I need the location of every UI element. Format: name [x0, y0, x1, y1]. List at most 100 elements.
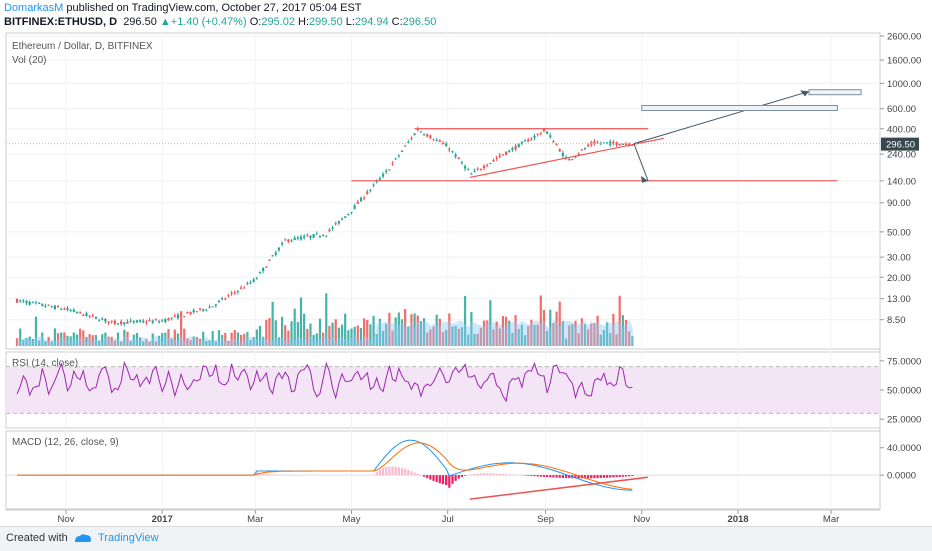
candle-body: [117, 323, 119, 324]
price-panel-title: Ethereum / Dollar, D, BITFINEX: [12, 41, 153, 52]
candle-body: [587, 145, 589, 146]
candle-body: [549, 135, 551, 137]
candle-body: [439, 141, 441, 142]
candle-body: [38, 303, 40, 304]
macd-panel[interactable]: [6, 431, 880, 509]
macd-histogram-bar: [606, 475, 608, 478]
candle-body: [404, 146, 406, 147]
candle-body: [29, 302, 31, 305]
candle-body: [508, 150, 510, 152]
candle-body: [60, 309, 62, 310]
candle-body: [205, 310, 207, 311]
candle-body: [224, 299, 226, 300]
price-tick-label: 8.50: [887, 315, 906, 326]
candle-body: [76, 312, 78, 313]
candle-body: [540, 133, 542, 134]
macd-histogram-bar: [407, 470, 409, 475]
candle-body: [262, 268, 264, 271]
candle-body: [120, 321, 122, 324]
macd-histogram-bar: [597, 475, 599, 478]
macd-histogram-bar: [388, 467, 390, 476]
candle-body: [464, 166, 466, 169]
candle-body: [253, 279, 255, 281]
rsi-tick-label: 25.0000: [887, 415, 921, 426]
candle-body: [278, 248, 280, 250]
macd-histogram-bar: [508, 474, 510, 475]
candle-body: [221, 298, 223, 299]
price-tick-label: 140.00: [887, 176, 916, 187]
candle-body: [57, 306, 59, 307]
candle-body: [177, 315, 179, 319]
candle-body: [22, 301, 24, 302]
macd-histogram-bar: [401, 468, 403, 475]
macd-histogram-bar: [559, 475, 561, 478]
macd-histogram-bar: [543, 475, 545, 477]
candle-body: [41, 304, 43, 306]
candle-body: [199, 308, 201, 309]
candle-body: [73, 310, 75, 312]
macd-histogram-bar: [470, 474, 472, 475]
candle-body: [237, 291, 239, 292]
macd-histogram-bar: [612, 475, 614, 477]
footer-brand-link[interactable]: TradingView: [98, 532, 159, 544]
candle-body: [155, 319, 157, 320]
candle-body: [423, 134, 425, 135]
time-tick-label: Mar: [823, 514, 839, 525]
price-tick-label: 1000.00: [887, 79, 921, 90]
candle-body: [325, 236, 327, 237]
chart-area[interactable]: 296.50 2600.001600.001000.00600.00400.00…: [0, 0, 932, 526]
candle-body: [208, 307, 210, 308]
candle-body: [395, 158, 397, 159]
volume-bar: [272, 302, 274, 346]
rsi-tick-label: 75.0000: [887, 356, 921, 367]
candle-body: [442, 143, 444, 144]
candle-body: [126, 321, 128, 323]
macd-histogram-bar: [436, 475, 438, 482]
macd-histogram-bar: [483, 473, 485, 475]
candle-body: [82, 315, 84, 316]
price-tick-label: 400.00: [887, 124, 916, 135]
macd-histogram-bar: [410, 471, 412, 475]
macd-title: MACD (12, 26, close, 9): [12, 437, 119, 448]
rsi-layer: [6, 363, 880, 414]
candle-body: [546, 132, 548, 134]
price-tick-label: 13.00: [887, 294, 911, 305]
macd-histogram-bar: [600, 475, 602, 478]
candle-body: [193, 310, 195, 312]
candle-body: [584, 148, 586, 149]
macd-histogram-bar: [379, 470, 381, 475]
macd-tick-label: 0.0000: [887, 471, 916, 482]
candle-body: [483, 166, 485, 168]
macd-histogram-bar: [473, 474, 475, 475]
candle-body: [354, 206, 356, 209]
target-box-2: [809, 90, 861, 95]
candle-body: [385, 171, 387, 172]
macd-histogram-bar: [445, 475, 447, 485]
macd-histogram-bar: [565, 475, 567, 478]
candle-body: [145, 322, 147, 323]
macd-histogram-bar: [555, 475, 557, 478]
price-tick-label: 30.00: [887, 253, 911, 264]
footer-created-text: Created with: [6, 532, 68, 544]
macd-histogram-bar: [275, 475, 277, 476]
candle-body: [319, 236, 321, 237]
candle-body: [256, 278, 258, 279]
macd-histogram-bar: [404, 469, 406, 475]
time-tick-label: 2018: [727, 514, 748, 525]
candle-body: [486, 165, 488, 166]
candle-body: [625, 144, 627, 145]
macd-histogram-bar: [587, 475, 589, 478]
macd-histogram-bar: [385, 467, 387, 475]
rsi-title: RSI (14, close): [12, 358, 78, 369]
macd-histogram-bar: [382, 468, 384, 475]
candle-body: [130, 321, 132, 322]
time-tick-label: Jul: [442, 514, 454, 525]
candle-body: [458, 158, 460, 159]
candle-body: [249, 283, 251, 284]
candle-body: [461, 162, 463, 163]
macd-histogram-bar: [262, 473, 264, 475]
macd-histogram-bar: [609, 475, 611, 477]
price-panel[interactable]: [6, 33, 880, 349]
macd-histogram-bar: [442, 475, 444, 484]
candle-body: [183, 316, 185, 317]
